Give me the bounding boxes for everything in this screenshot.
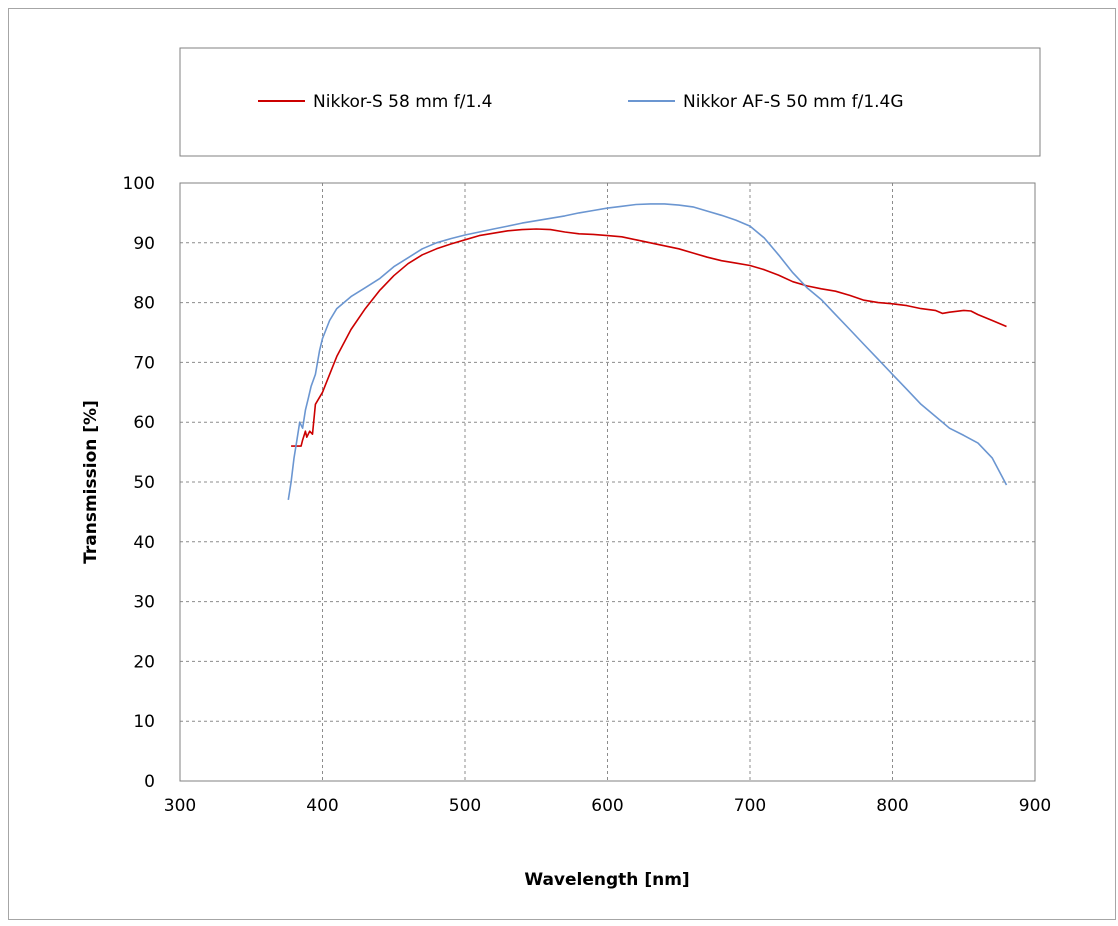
x-axis-title: Wavelength [nm]	[524, 870, 689, 890]
y-tick-label: 0	[144, 772, 155, 792]
y-tick-label: 30	[133, 593, 155, 613]
plot-area	[179, 182, 1036, 782]
y-axis-title: Transmission [%]	[81, 400, 101, 564]
series-group	[287, 203, 1008, 501]
y-tick-label: 40	[133, 533, 155, 553]
legend-box	[179, 47, 1041, 157]
x-tick-label: 400	[306, 796, 338, 816]
y-tick-label: 50	[133, 473, 155, 493]
y-tick-label: 20	[133, 652, 155, 672]
y-tick-label: 70	[133, 353, 155, 373]
x-tick-label: 600	[591, 796, 623, 816]
gridlines	[180, 183, 1035, 781]
legend-label-series-0: Nikkor-S 58 mm f/1.4	[313, 92, 492, 112]
legend: Nikkor-S 58 mm f/1.4 Nikkor AF-S 50 mm f…	[179, 47, 1041, 157]
series-line-0	[291, 228, 1007, 447]
y-tick-label: 80	[133, 294, 155, 314]
x-tick-label: 700	[734, 796, 766, 816]
y-tick-label: 90	[133, 234, 155, 254]
chart-frame	[8, 8, 1116, 920]
y-tick-label: 60	[133, 413, 155, 433]
y-tick-label: 100	[123, 174, 155, 194]
series-line-1	[287, 203, 1008, 501]
x-tick-label: 300	[164, 796, 196, 816]
x-tick-label: 900	[1019, 796, 1051, 816]
y-tick-label: 10	[133, 712, 155, 732]
legend-label-series-1: Nikkor AF-S 50 mm f/1.4G	[683, 92, 904, 112]
tick-labels: 300 400 500 600 700 800 900 0 10 20 30 40 50 60 70 80 90…	[123, 174, 1052, 816]
x-tick-label: 500	[449, 796, 481, 816]
x-tick-label: 800	[876, 796, 908, 816]
